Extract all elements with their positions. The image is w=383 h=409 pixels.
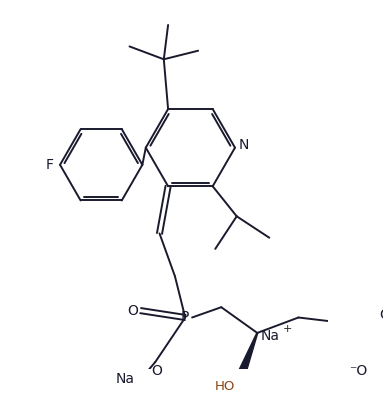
Text: F: F — [46, 158, 54, 172]
Text: Na: Na — [261, 329, 280, 343]
Text: O: O — [379, 308, 383, 322]
Text: ⁻O: ⁻O — [349, 364, 368, 378]
Text: +: + — [283, 324, 292, 335]
Text: Na: Na — [116, 372, 135, 386]
Text: P: P — [181, 310, 190, 324]
Text: N: N — [238, 138, 249, 152]
Polygon shape — [236, 333, 258, 379]
Text: O: O — [128, 303, 138, 318]
Text: O: O — [152, 364, 162, 378]
Text: HO: HO — [214, 380, 235, 393]
